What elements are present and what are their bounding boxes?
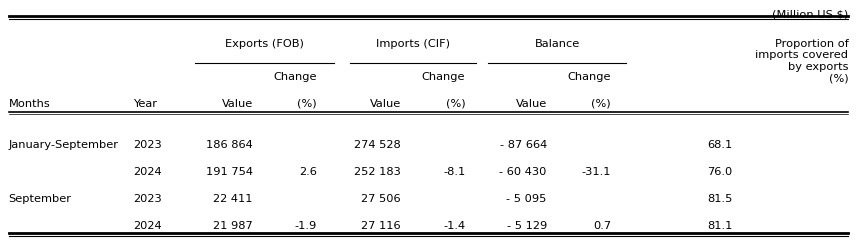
Text: 2023: 2023 [133, 194, 162, 204]
Text: 191 754: 191 754 [206, 167, 253, 177]
Text: Change: Change [567, 72, 611, 82]
Text: 81.1: 81.1 [707, 221, 733, 231]
Text: September: September [9, 194, 72, 204]
Text: -1.9: -1.9 [295, 221, 317, 231]
Text: 2024: 2024 [133, 221, 161, 231]
Text: 2023: 2023 [133, 140, 162, 150]
Text: (%): (%) [591, 99, 611, 109]
Text: - 5 095: - 5 095 [506, 194, 547, 204]
Text: - 5 129: - 5 129 [506, 221, 547, 231]
Text: January-September: January-September [9, 140, 118, 150]
Text: Value: Value [516, 99, 547, 109]
Text: - 87 664: - 87 664 [500, 140, 547, 150]
Text: Exports (FOB): Exports (FOB) [225, 39, 304, 48]
Text: Change: Change [273, 72, 317, 82]
Text: Proportion of
imports covered
by exports
(%): Proportion of imports covered by exports… [755, 39, 848, 83]
Text: -31.1: -31.1 [582, 167, 611, 177]
Text: Year: Year [133, 99, 157, 109]
Text: Value: Value [222, 99, 253, 109]
Text: Balance: Balance [535, 39, 579, 48]
Text: (%): (%) [446, 99, 465, 109]
Text: 68.1: 68.1 [708, 140, 733, 150]
Text: 274 528: 274 528 [354, 140, 401, 150]
Text: Imports (CIF): Imports (CIF) [375, 39, 450, 48]
Text: -8.1: -8.1 [443, 167, 465, 177]
Text: 2.6: 2.6 [299, 167, 317, 177]
Text: (Million US $): (Million US $) [772, 10, 848, 20]
Text: Value: Value [370, 99, 401, 109]
Text: 81.5: 81.5 [707, 194, 733, 204]
Text: 186 864: 186 864 [206, 140, 253, 150]
Text: Change: Change [422, 72, 465, 82]
Text: Months: Months [9, 99, 51, 109]
Text: 0.7: 0.7 [593, 221, 611, 231]
Text: 27 506: 27 506 [362, 194, 401, 204]
Text: 27 116: 27 116 [362, 221, 401, 231]
Text: 22 411: 22 411 [213, 194, 253, 204]
Text: (%): (%) [297, 99, 317, 109]
Text: 21 987: 21 987 [213, 221, 253, 231]
Text: - 60 430: - 60 430 [500, 167, 547, 177]
Text: 252 183: 252 183 [354, 167, 401, 177]
Text: -1.4: -1.4 [443, 221, 465, 231]
Text: 2024: 2024 [133, 167, 161, 177]
Text: 76.0: 76.0 [708, 167, 733, 177]
